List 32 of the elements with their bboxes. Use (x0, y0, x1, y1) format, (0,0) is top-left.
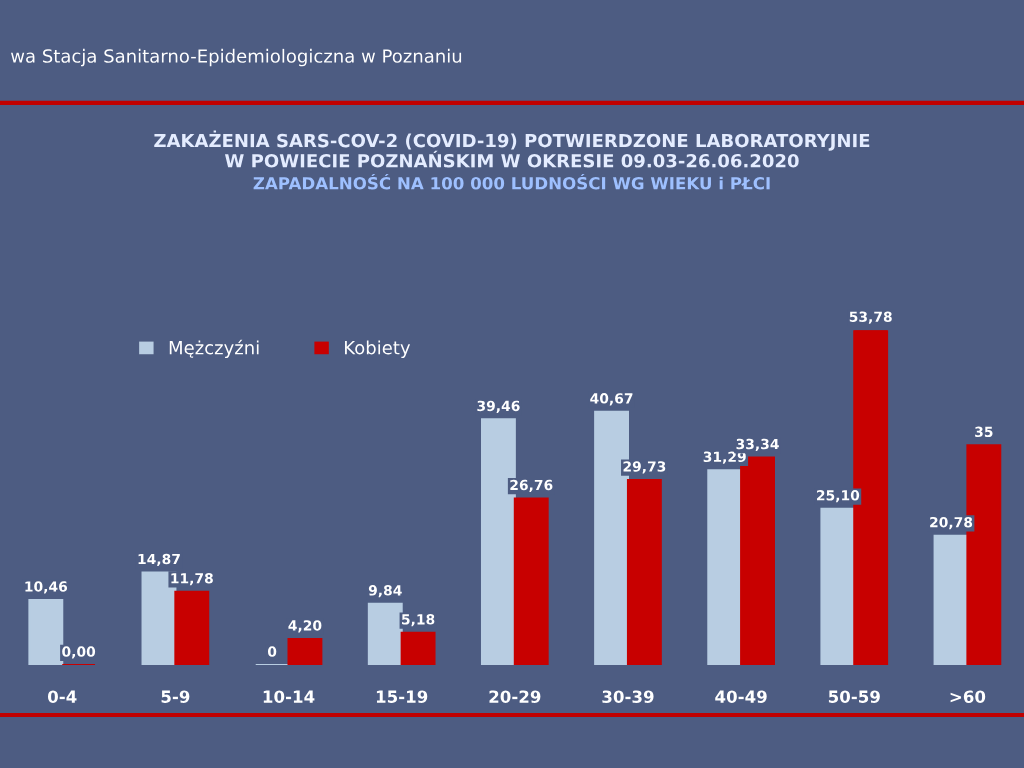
data-label: 29,73 (623, 461, 666, 474)
data-label: 9,84 (368, 585, 402, 598)
data-label: 26,76 (510, 479, 553, 492)
legend-label: Kobiety (345, 340, 411, 358)
data-label: 33,34 (736, 438, 779, 452)
x-tick-label: 0-4 (47, 690, 77, 703)
chart-subtitle: ZAPADALNOŚĆ NA 100 000 LUDNOŚCI WG WIEKU i PŁCI (253, 173, 770, 190)
x-tick-label: 15-19 (376, 690, 428, 703)
data-label: 5,18 (402, 614, 435, 627)
text: wa Stacja Sanitarno-Epidemiologiczna w Poznaniu (11, 48, 462, 67)
data-label: 20,78 (930, 516, 973, 530)
x-tick-label: 5-9 (161, 690, 190, 703)
data-label: 31,29 (703, 451, 746, 464)
legend-label: Mężczyźni (169, 339, 259, 358)
x-tick-label: 20-29 (489, 690, 541, 703)
data-label: 4,20 (288, 620, 322, 633)
chart-title: ZAKAŻENIA SARS-COV-2 (COVID-19) POTWIERDZONE LABORATORYJNIE W POWIECIE POZNAŃSKIM W OKRESIE 09.03-26.06.2020 (154, 130, 870, 168)
x-tick-label: 30-39 (602, 690, 654, 703)
data-label: 0 (267, 646, 277, 657)
data-label: 0,00 (62, 646, 96, 659)
x-tick-label: 40-49 (715, 690, 767, 703)
data-label: 35 (975, 426, 993, 438)
data-label: 10,46 (25, 581, 68, 594)
data-label: 14,87 (138, 553, 180, 567)
data-label: 25,10 (817, 490, 860, 503)
data-label: 40,67 (590, 393, 633, 406)
x-tick-label: 10-14 (263, 690, 315, 703)
data-label: 53,78 (849, 311, 892, 324)
x-tick-label: >60 (950, 690, 986, 703)
data-label: 39,46 (477, 400, 520, 413)
x-tick-label: 50-59 (828, 690, 880, 703)
data-label: 11,78 (171, 572, 213, 586)
